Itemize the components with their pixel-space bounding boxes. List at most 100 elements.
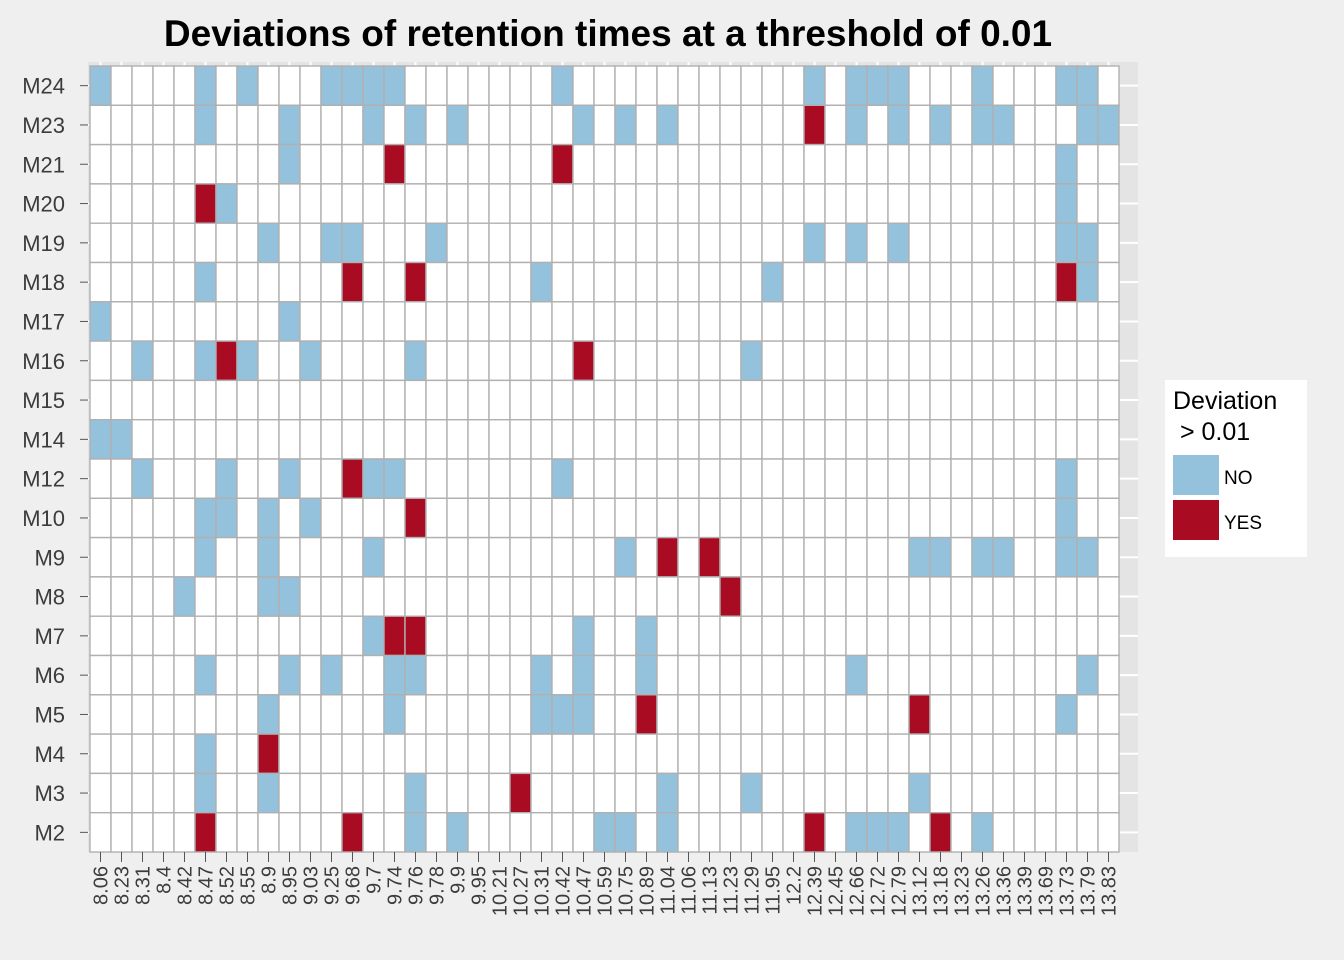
tile-M8-11.04 (656, 576, 679, 617)
x-tick-label: 11.06 (679, 866, 701, 915)
y-tick-label: M8 (34, 585, 65, 610)
tile-M17-11.13 (698, 301, 721, 342)
tile-M17-8.31 (131, 301, 154, 342)
tile-M14-13.18 (929, 419, 952, 460)
tile-M23-9.9 (446, 104, 469, 146)
tile-M15-8.95 (278, 379, 301, 421)
tile-M18-8.23 (110, 261, 133, 303)
tile-M2-13.36 (992, 812, 1015, 853)
tile-M4-8.9 (257, 733, 280, 775)
tile-M24-9.68 (341, 65, 364, 106)
x-tick-label: 10.27 (511, 866, 533, 916)
tile-M20-13.23 (950, 183, 973, 224)
tile-M20-11.29 (740, 183, 763, 224)
tile-M16-13.79 (1076, 340, 1099, 382)
tile-M15-12.72 (866, 379, 889, 421)
tile-M5-11.06 (677, 694, 700, 735)
tile-M7-8.95 (278, 615, 301, 657)
tile-M19-8.95 (278, 222, 301, 264)
tile-M14-10.42 (551, 419, 574, 460)
tile-M7-9.74 (383, 615, 406, 657)
tile-M17-11.95 (761, 301, 784, 342)
x-tick-label: 11.29 (742, 866, 764, 915)
tile-M24-8.4 (152, 65, 175, 106)
tile-M14-13.39 (1013, 419, 1036, 460)
tile-M10-8.4 (152, 497, 175, 539)
tile-M19-12.79 (887, 222, 910, 264)
tile-M21-10.59 (593, 143, 616, 185)
tile-M7-10.89 (635, 615, 658, 657)
x-axis: 8.06 8.23 8.31 8.4 8.42 8.47 8.52 8.55 8.9 8.95 9.… (91, 852, 1121, 916)
tile-M17-8.42 (173, 301, 196, 342)
tile-M10-13.83 (1097, 497, 1120, 539)
x-tick-label: 12.45 (826, 866, 848, 916)
tile-M21-12.66 (845, 143, 868, 185)
tile-M23-9.03 (299, 104, 322, 146)
y-axis: M24 M23 M21 M20 M19 M18 M17 M16 M15 M14 M12 M10 M9 M8… (22, 74, 88, 845)
tile-M18-12.72 (866, 261, 889, 303)
tile-M7-10.59 (593, 615, 616, 657)
tile-M3-9.74 (383, 772, 406, 814)
tile-M19-10.89 (635, 222, 658, 264)
tile-M18-12.2 (782, 261, 805, 303)
tile-M6-8.95 (278, 654, 301, 696)
tile-M9-13.79 (1076, 536, 1099, 578)
tile-M20-9.95 (467, 183, 490, 224)
tile-M23-8.31 (131, 104, 154, 146)
tile-M20-9.78 (425, 183, 448, 224)
tile-M24-8.23 (110, 65, 133, 106)
tile-M24-9.9 (446, 65, 469, 106)
tile-M9-9.78 (425, 536, 448, 578)
tile-M18-10.75 (614, 261, 637, 303)
tile-M6-10.27 (509, 654, 532, 696)
tile-M4-8.52 (215, 733, 238, 775)
tile-M20-12.45 (824, 183, 847, 224)
tile-M20-9.7 (362, 183, 385, 224)
tile-M6-10.47 (572, 654, 595, 696)
tile-M19-8.55 (236, 222, 259, 264)
tile-M12-8.06 (89, 458, 112, 499)
tile-M19-10.59 (593, 222, 616, 264)
tile-M5-8.23 (110, 694, 133, 735)
tile-M10-10.31 (530, 497, 553, 539)
legend-title: Deviation (1173, 387, 1277, 415)
tile-M3-8.06 (89, 772, 112, 814)
tile-M10-8.55 (236, 497, 259, 539)
tile-M6-11.13 (698, 654, 721, 696)
tile-M17-13.36 (992, 301, 1015, 342)
tile-M2-9.03 (299, 812, 322, 853)
tile-M21-8.52 (215, 143, 238, 185)
tile-M4-11.95 (761, 733, 784, 775)
tile-M23-8.55 (236, 104, 259, 146)
tile-M2-10.21 (488, 812, 511, 853)
tile-M18-12.79 (887, 261, 910, 303)
tile-M10-9.95 (467, 497, 490, 539)
tile-M15-10.75 (614, 379, 637, 421)
tile-M8-9.95 (467, 576, 490, 617)
tile-M24-8.52 (215, 65, 238, 106)
tile-M10-8.31 (131, 497, 154, 539)
x-tick-label: 8.23 (112, 866, 134, 905)
tile-M5-10.59 (593, 694, 616, 735)
tile-M9-9.7 (362, 536, 385, 578)
tile-M14-9.68 (341, 419, 364, 460)
tile-M19-13.18 (929, 222, 952, 264)
tile-M8-11.29 (740, 576, 763, 617)
tile-M24-9.03 (299, 65, 322, 106)
tile-M2-10.31 (530, 812, 553, 853)
tile-M17-9.7 (362, 301, 385, 342)
tile-M23-10.27 (509, 104, 532, 146)
tile-M6-9.95 (467, 654, 490, 696)
tile-M7-13.36 (992, 615, 1015, 657)
tile-M19-9.03 (299, 222, 322, 264)
tile-M15-9.25 (320, 379, 343, 421)
tile-M20-11.06 (677, 183, 700, 224)
tile-M4-12.79 (887, 733, 910, 775)
tile-M6-13.73 (1055, 654, 1078, 696)
tile-M15-11.06 (677, 379, 700, 421)
tile-M10-12.39 (803, 497, 826, 539)
tile-M19-13.69 (1034, 222, 1057, 264)
tile-M17-8.47 (194, 301, 217, 342)
x-tick-label: 13.23 (952, 866, 974, 916)
tile-M2-9.74 (383, 812, 406, 853)
